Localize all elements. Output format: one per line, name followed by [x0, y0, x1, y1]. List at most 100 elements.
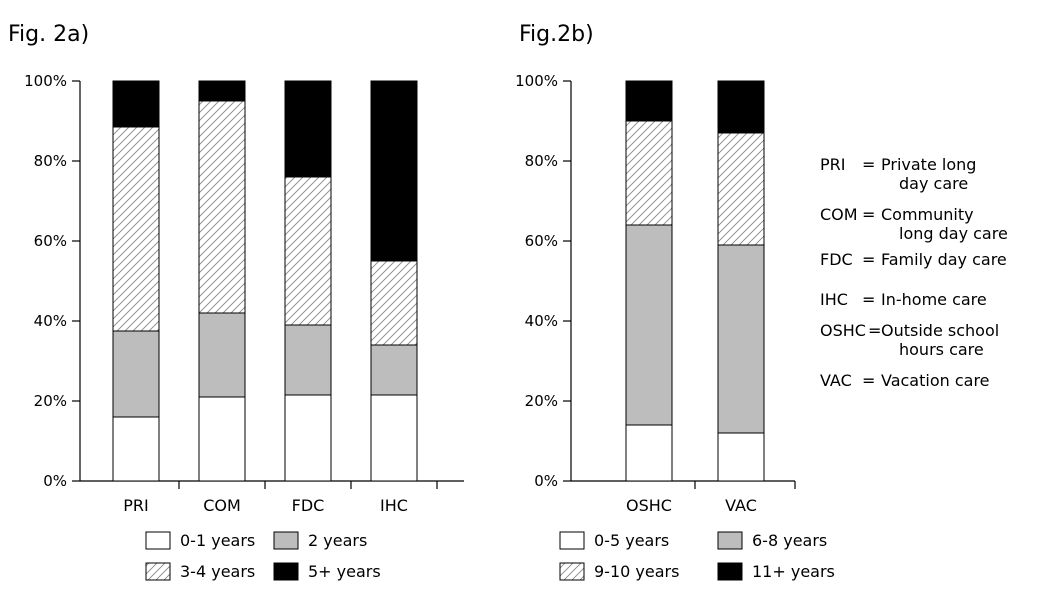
- chart-2a-legend-item-0-1-years: 0-1 years: [145, 531, 255, 550]
- chart-2b-bar-vac-0-5-years: [717, 432, 765, 482]
- chart-2a-axes: 0% 20% 40% 60% 80% 100% PRI COM FDC IHC: [24, 72, 464, 515]
- chart-2a-bar-com-3-4-years: [198, 100, 246, 314]
- abbreviation-description: Outside school: [881, 321, 999, 340]
- chart-2a-x-tick-label: IHC: [380, 496, 408, 515]
- chart-2a-legend: 0-1 years 2 years 3-4 years 5+ years: [145, 531, 381, 581]
- chart-2a: Fig. 2a) 0%20%40%60%80%100%PRI COM FDC IHC …: [8, 22, 464, 581]
- chart-2a-bar-ihc-0-1-years: [370, 394, 418, 482]
- abbreviation-description: day care: [899, 174, 968, 193]
- chart-2a-legend-item-3-4-years: 3-4 years: [145, 562, 255, 581]
- chart-2a-bar-pri-5-years: [112, 80, 160, 128]
- abbreviation-description: Vacation care: [881, 371, 990, 390]
- chart-2b-legend-label: 0-5 years: [594, 531, 669, 550]
- chart-2a-x-tick-label: PRI: [123, 496, 148, 515]
- chart-2a-legend-label: 0-1 years: [180, 531, 255, 550]
- chart-2b-legend-swatch: [559, 562, 585, 581]
- chart-2a-legend-item-5-years: 5+ years: [273, 562, 381, 581]
- chart-2a-bar-com-5-years: [198, 80, 246, 102]
- chart-2a-bar-fdc-5-years: [284, 80, 332, 178]
- chart-2b-legend-swatch: [559, 531, 585, 550]
- chart-2b-y-tick-label: 100%: [515, 72, 558, 90]
- chart-2b-bars: [625, 80, 765, 482]
- abbreviation-item-ihc: IHC = In-home care: [820, 290, 987, 309]
- chart-2b-bar-oshc-6-8-years: [625, 224, 673, 426]
- chart-2b-legend-item-6-8-years: 6-8 years: [717, 531, 827, 550]
- chart-2b-bar-vac-6-8-years: [717, 244, 765, 434]
- chart-2a-x-tick-label: COM: [203, 496, 241, 515]
- chart-2b-y-tick-label: 60%: [525, 232, 558, 250]
- abbreviation-separator: =: [868, 321, 881, 340]
- chart-2a-bar-ihc-3-4-years: [370, 260, 418, 346]
- chart-2a-bar-ihc-5-years: [370, 80, 418, 262]
- abbreviation-description: Community: [881, 205, 974, 224]
- chart-2b-y-tick-label: 20%: [525, 392, 558, 410]
- abbreviation-separator: =: [862, 250, 875, 269]
- abbreviation-code: COM: [820, 205, 858, 224]
- abbreviation-code: OSHC: [820, 321, 866, 340]
- chart-2a-x-tick-label: FDC: [292, 496, 325, 515]
- chart-2b-legend-swatch: [717, 562, 743, 581]
- chart-2b-legend-label: 6-8 years: [752, 531, 827, 550]
- chart-2a-legend-swatch: [273, 531, 299, 550]
- chart-2b-legend-label: 11+ years: [752, 562, 835, 581]
- chart-2b-y-tick-label: 40%: [525, 312, 558, 330]
- abbreviation-separator: =: [862, 205, 875, 224]
- chart-2a-legend-item-2-years: 2 years: [273, 531, 367, 550]
- abbreviation-separator: =: [862, 155, 875, 174]
- chart-2b-legend-item-11-years: 11+ years: [717, 562, 835, 581]
- chart-2a-legend-swatch: [145, 562, 171, 581]
- chart-2a-title: Fig. 2a): [8, 22, 89, 47]
- abbreviation-code: FDC: [820, 250, 853, 269]
- chart-2a-y-tick-label: 0%: [43, 472, 67, 490]
- chart-2b-x-tick-label: OSHC: [626, 496, 672, 515]
- chart-2b-x-tick-label: VAC: [725, 496, 757, 515]
- chart-2a-legend-label: 5+ years: [308, 562, 381, 581]
- abbreviation-code: IHC: [820, 290, 848, 309]
- chart-2b-bar-oshc-11-years: [625, 80, 673, 122]
- chart-2b-bar-vac-9-10-years: [717, 132, 765, 246]
- abbreviation-description: hours care: [899, 340, 984, 359]
- chart-2b-legend-item-9-10-years: 9-10 years: [559, 562, 679, 581]
- chart-2a-bar-fdc-0-1-years: [284, 394, 332, 482]
- chart-2b-bar-oshc-0-5-years: [625, 424, 673, 482]
- chart-2a-bar-pri-3-4-years: [112, 126, 160, 332]
- chart-2a-legend-label: 3-4 years: [180, 562, 255, 581]
- chart-2a-bar-pri-0-1-years: [112, 416, 160, 482]
- chart-2b-legend-label: 9-10 years: [594, 562, 679, 581]
- chart-2a-bar-ihc-2-years: [370, 344, 418, 396]
- abbreviation-item-fdc: FDC = Family day care: [820, 250, 1007, 269]
- abbreviation-description: Private long: [881, 155, 976, 174]
- chart-2b-y-tick-label: 0%: [534, 472, 558, 490]
- chart-2b-bar-oshc-9-10-years: [625, 120, 673, 226]
- abbreviation-description: long day care: [899, 224, 1008, 243]
- chart-2b-legend-swatch: [717, 531, 743, 550]
- abbreviation-description: Family day care: [881, 250, 1007, 269]
- chart-2b-bar-vac-11-years: [717, 80, 765, 134]
- chart-2b: Fig.2b) 0% 20% 40% 60% 80% 100% OSHC VAC 0-5 ye…: [515, 22, 835, 581]
- chart-2a-bar-fdc-3-4-years: [284, 176, 332, 326]
- chart-2a-y-tick-label: 40%: [34, 312, 67, 330]
- chart-2a-bar-com-2-years: [198, 312, 246, 398]
- chart-2a-bar-com-0-1-years: [198, 396, 246, 482]
- chart-2a-y-tick-label: 20%: [34, 392, 67, 410]
- chart-2a-y-tick-label: 60%: [34, 232, 67, 250]
- chart-2a-legend-swatch: [145, 531, 171, 550]
- abbreviation-code: PRI: [820, 155, 845, 174]
- chart-2b-legend-item-0-5-years: 0-5 years: [559, 531, 669, 550]
- abbreviation-description: In-home care: [881, 290, 987, 309]
- chart-2a-bar-pri-2-years: [112, 330, 160, 418]
- chart-2a-bar-fdc-2-years: [284, 324, 332, 396]
- abbreviation-item-vac: VAC = Vacation care: [820, 371, 990, 390]
- chart-2b-y-tick-label: 80%: [525, 152, 558, 170]
- chart-2b-title: Fig.2b): [519, 22, 594, 47]
- abbreviation-separator: =: [862, 290, 875, 309]
- chart-2a-legend-swatch: [273, 562, 299, 581]
- chart-2a-y-tick-label: 100%: [24, 72, 67, 90]
- chart-2a-legend-label: 2 years: [308, 531, 367, 550]
- chart-2b-legend: 0-5 years 6-8 years 9-10 years 11+ years: [559, 531, 835, 581]
